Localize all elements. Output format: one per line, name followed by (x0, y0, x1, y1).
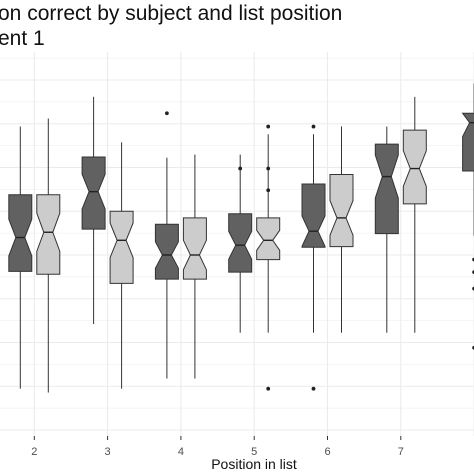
box-position-4-series-1 (154, 111, 179, 379)
x-tick-label: 4 (178, 446, 184, 458)
box-position-7-series-1 (374, 126, 399, 333)
x-tick-label: 5 (251, 446, 257, 458)
box-position-4-series-2 (182, 154, 207, 379)
x-axis-ticks: 2 3 4 5 6 7 (31, 436, 404, 458)
outlier-point (266, 124, 271, 129)
x-tick-label: 3 (105, 446, 111, 458)
box-body (109, 210, 134, 284)
chart-title-line-2: ent 1 (0, 27, 45, 50)
box-body (36, 194, 61, 275)
box-position-5-series-2 (256, 124, 281, 391)
box-body (461, 112, 474, 172)
box-body (374, 143, 399, 235)
box-body (329, 174, 354, 248)
box-position-2-series-1 (8, 126, 33, 389)
x-tick-label: 6 (324, 446, 330, 458)
outlier-point (311, 386, 316, 391)
box-position-6-series-1 (301, 124, 326, 391)
box-position-2-series-2 (36, 118, 61, 393)
outlier-point (266, 386, 271, 391)
box-body (154, 223, 179, 280)
box-body (402, 129, 427, 205)
box-body (256, 217, 281, 261)
outlier-point (165, 111, 169, 116)
outlier-point (311, 124, 316, 129)
box-position-5-series-1 (228, 154, 253, 333)
box-body (228, 213, 253, 273)
outlier-point (266, 166, 271, 171)
box-body (301, 183, 326, 248)
outlier-point (238, 166, 243, 171)
box-position-7-series-2 (402, 96, 427, 333)
boxes (8, 83, 474, 393)
chart-title-line-1: on correct by subject and list position (0, 2, 342, 25)
box-position-3-series-1 (81, 96, 106, 324)
x-tick-label: 2 (31, 446, 37, 458)
box-body (8, 194, 33, 272)
box-body (81, 156, 106, 230)
x-axis-label: Position in list (211, 456, 297, 472)
box-position-6-series-2 (329, 126, 354, 333)
outlier-point (266, 188, 271, 193)
x-tick-label: 7 (398, 446, 404, 458)
box-position-3-series-2 (109, 142, 134, 389)
box-body (182, 217, 207, 280)
